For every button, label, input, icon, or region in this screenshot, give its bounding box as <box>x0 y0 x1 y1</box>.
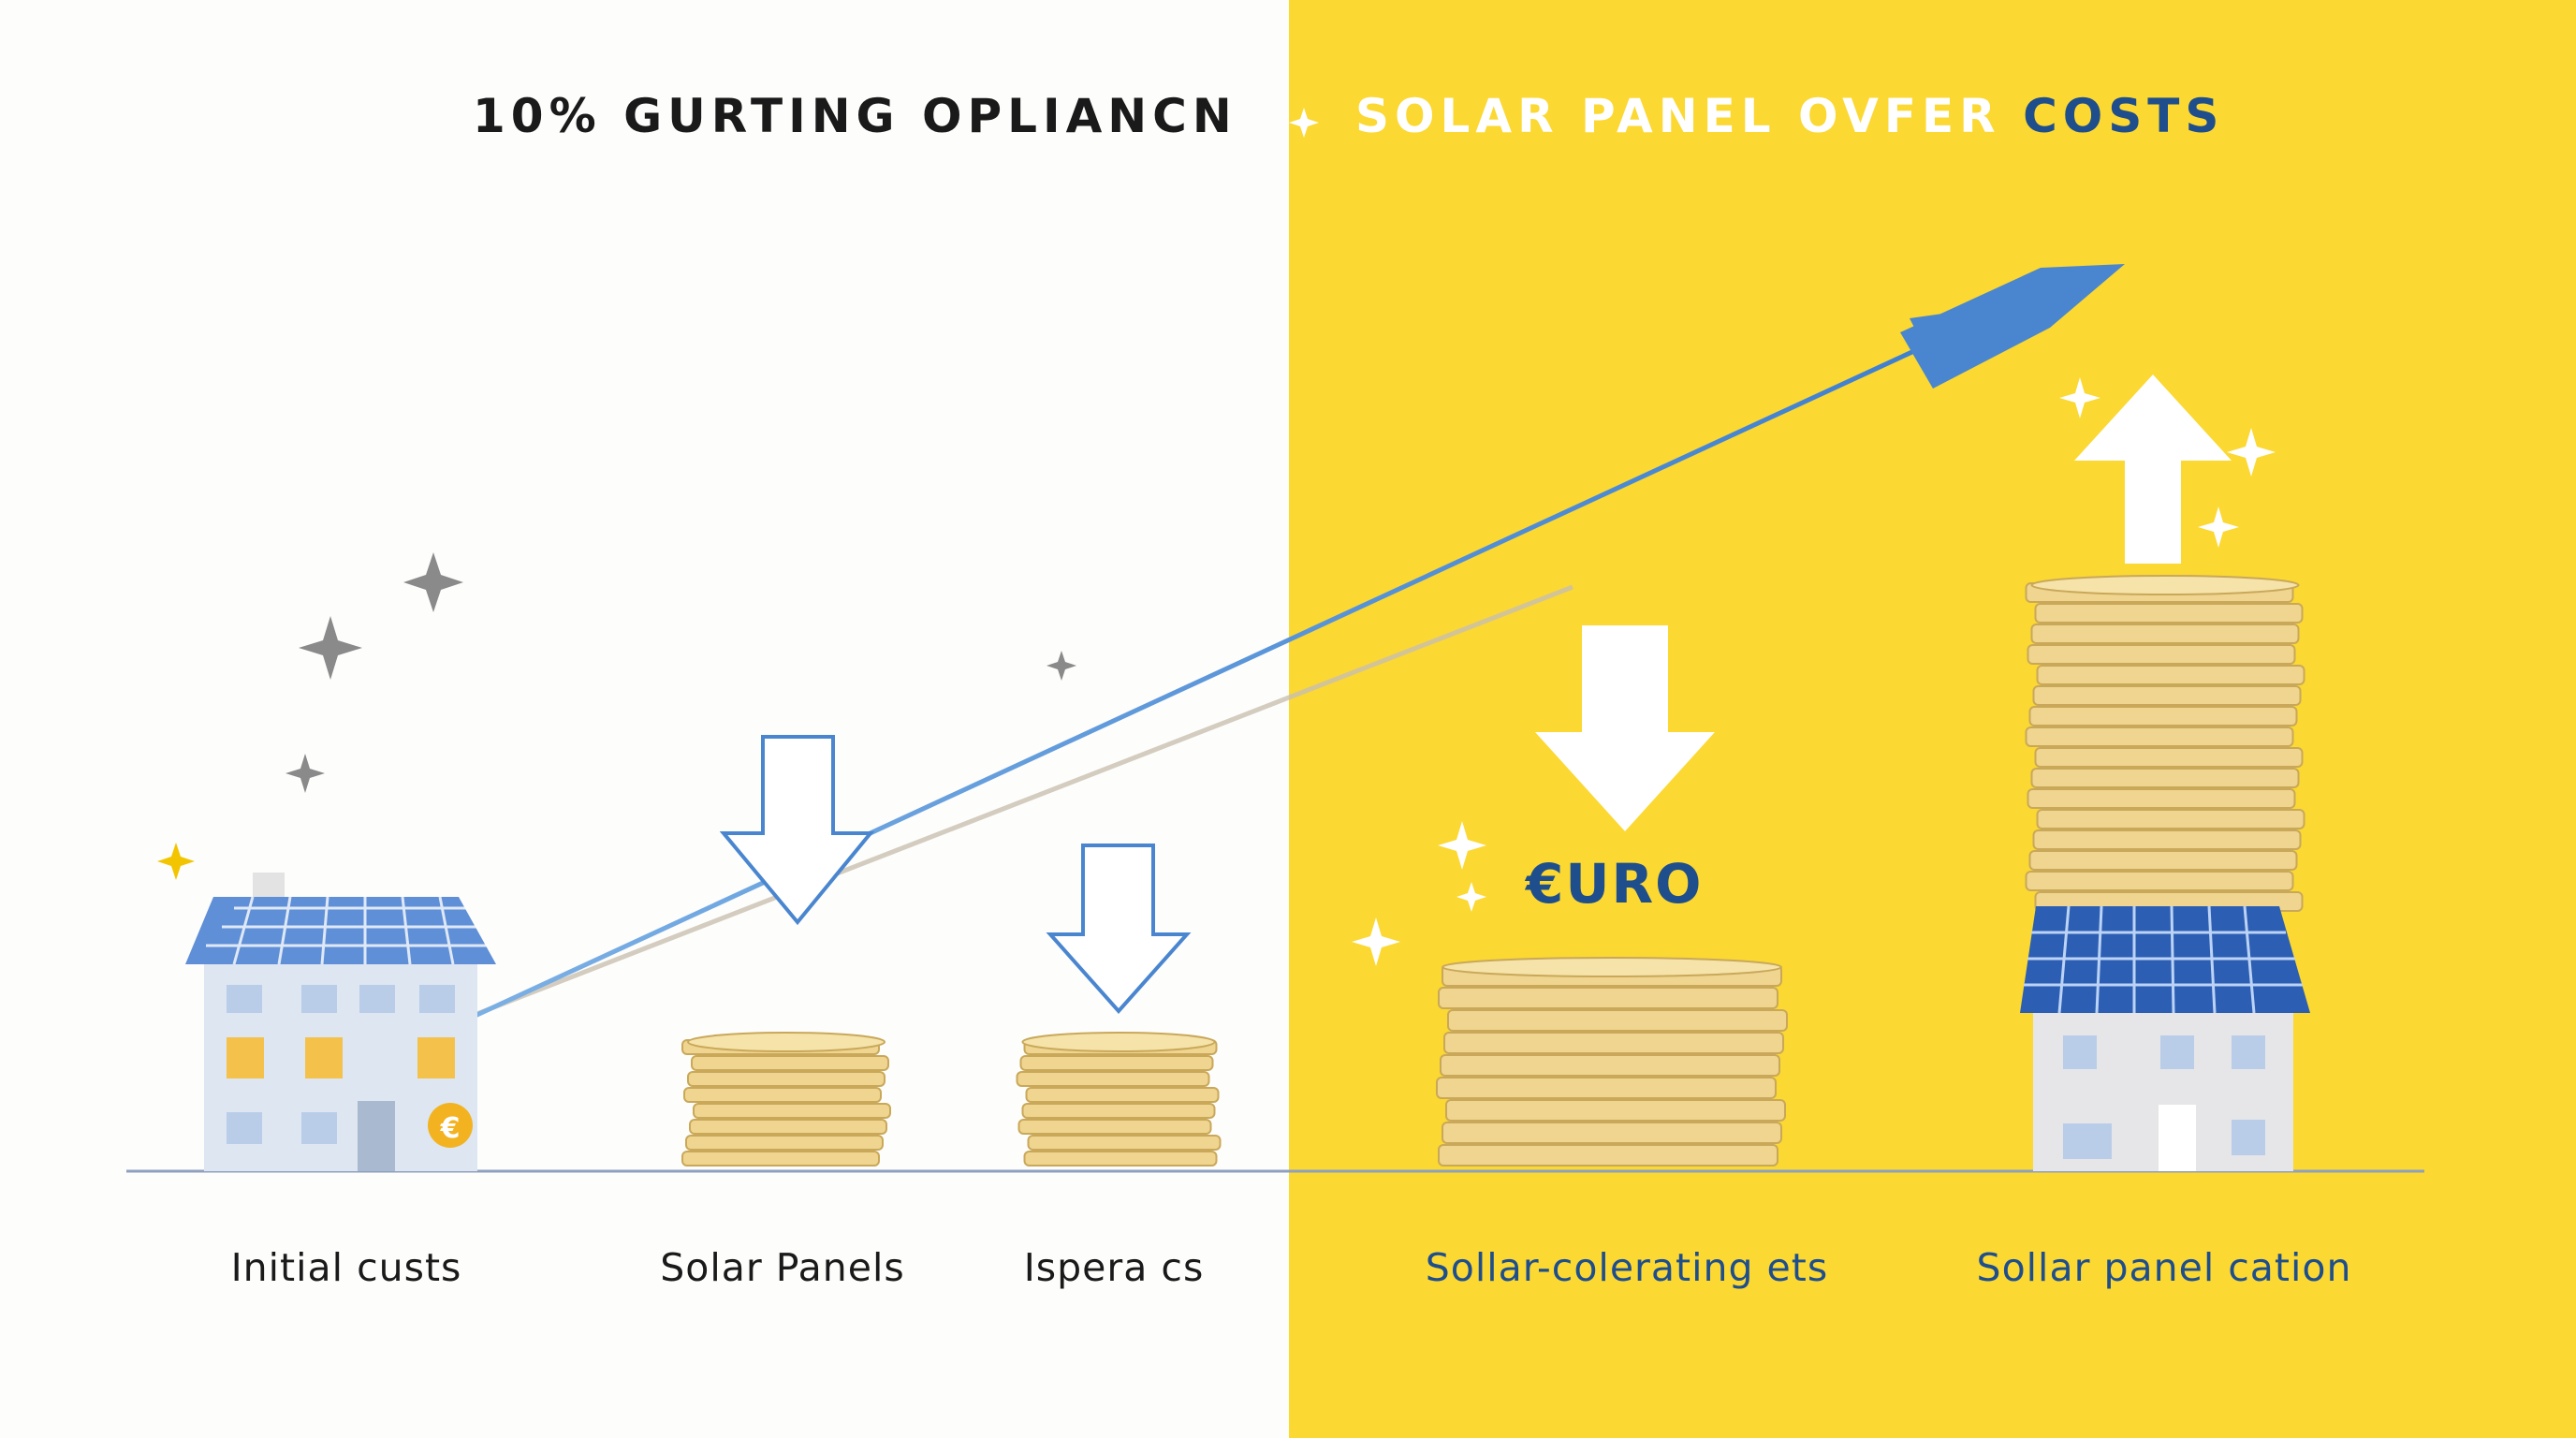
title-right: SOLAR PANEL OVFER COSTS <box>1355 89 2224 143</box>
sparkle-icon <box>1289 108 2276 966</box>
down-arrow-icon <box>1046 844 1192 1015</box>
house-euro-badge: € <box>440 1112 461 1145</box>
label-solar-colerating: Sollar-colerating ets <box>1425 1245 1829 1290</box>
euro-coin-icon: € <box>428 1103 473 1148</box>
label-initial-costs: Initial custs <box>230 1245 462 1290</box>
secondary-trend-line <box>411 584 1573 1042</box>
label-ispera: Ispera cs <box>1023 1245 1205 1290</box>
house-icon <box>185 873 496 1171</box>
coin-stack-icon <box>681 1032 891 1167</box>
trend-arrow-icon <box>382 264 2125 1061</box>
house-icon <box>2020 905 2310 1171</box>
down-arrow-icon <box>719 735 875 926</box>
euro-label: €URO <box>1526 852 1704 916</box>
title-left: 10% GURTING OPLIANCN <box>473 89 1237 143</box>
left-panel <box>0 0 1289 1438</box>
sparkle-icon <box>157 843 195 880</box>
coin-stack-icon <box>1436 957 1788 1167</box>
down-arrow-icon <box>1535 625 1715 831</box>
label-solar-panel-cation: Sollar panel cation <box>1976 1245 2352 1290</box>
coin-stack-icon <box>2025 575 2305 912</box>
right-panel <box>1289 0 2576 1438</box>
up-arrow-icon <box>2074 374 2232 564</box>
title-right-main: SOLAR PANEL OVFER <box>1355 89 2001 143</box>
title-right-accent: COSTS <box>2023 89 2225 143</box>
coin-stack-icon <box>1016 1032 1222 1167</box>
label-solar-panels: Solar Panels <box>660 1245 905 1290</box>
sparkle-icon <box>285 552 1076 793</box>
